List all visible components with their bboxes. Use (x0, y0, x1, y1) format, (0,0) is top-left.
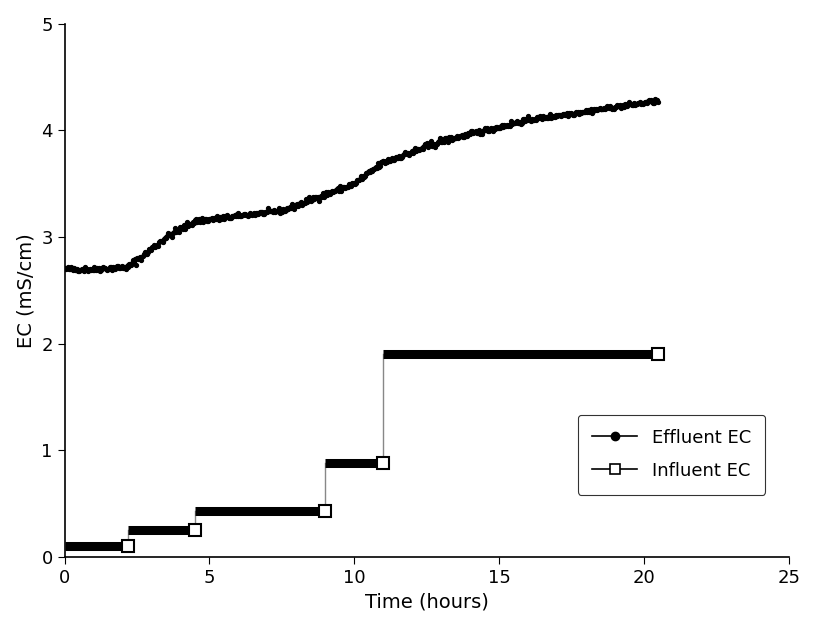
X-axis label: Time (hours): Time (hours) (364, 592, 489, 611)
Y-axis label: EC (mS/cm): EC (mS/cm) (16, 233, 36, 348)
Legend: Effluent EC, Influent EC: Effluent EC, Influent EC (578, 414, 766, 495)
